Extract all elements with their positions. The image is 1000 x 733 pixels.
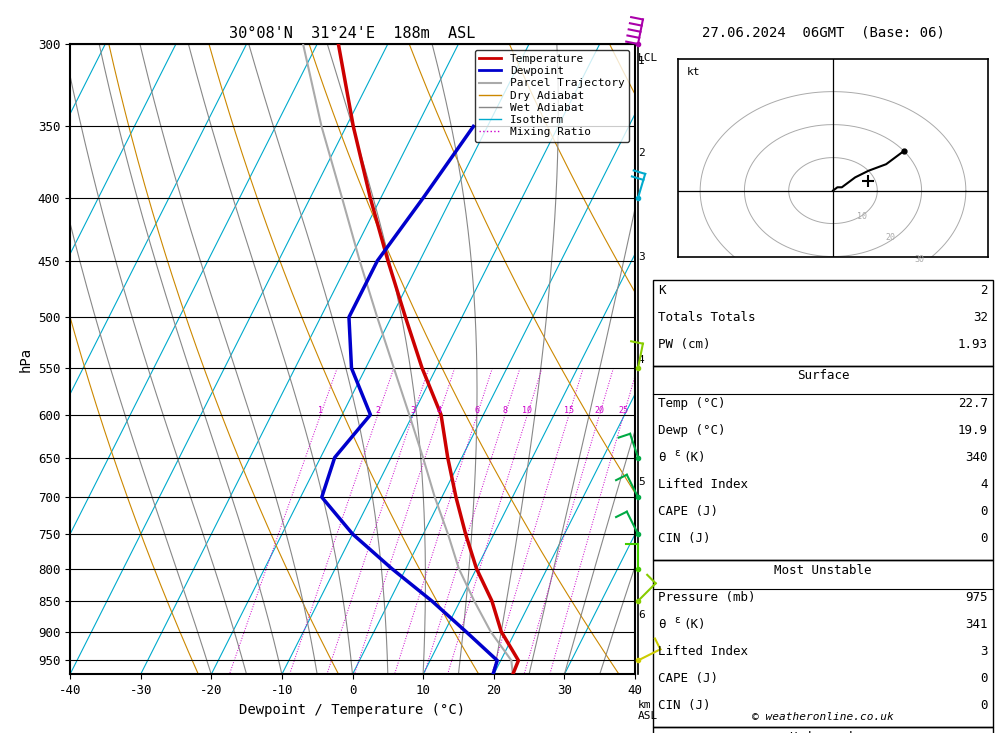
Text: CIN (J): CIN (J) <box>658 532 710 545</box>
Text: 8: 8 <box>503 405 508 415</box>
Text: PW (cm): PW (cm) <box>658 338 710 351</box>
Text: K: K <box>658 284 666 297</box>
Text: 10: 10 <box>522 405 532 415</box>
Text: CAPE (J): CAPE (J) <box>658 672 718 685</box>
Text: 20: 20 <box>886 233 896 243</box>
Text: Most Unstable: Most Unstable <box>774 564 872 577</box>
Text: 1: 1 <box>638 56 645 66</box>
Text: 341: 341 <box>966 618 988 631</box>
Text: 10: 10 <box>857 212 867 221</box>
Text: Hodograph: Hodograph <box>789 731 857 733</box>
Text: Lifted Index: Lifted Index <box>658 478 748 491</box>
Text: 25: 25 <box>619 405 629 415</box>
Text: 30: 30 <box>914 255 924 264</box>
Text: 19.9: 19.9 <box>958 424 988 437</box>
Text: ε: ε <box>674 615 680 625</box>
Y-axis label: hPa: hPa <box>18 347 32 372</box>
Text: Lifted Index: Lifted Index <box>658 645 748 658</box>
Text: 27.06.2024  06GMT  (Base: 06): 27.06.2024 06GMT (Base: 06) <box>702 26 944 40</box>
Text: 0: 0 <box>980 532 988 545</box>
Text: CAPE (J): CAPE (J) <box>658 505 718 518</box>
X-axis label: Dewpoint / Temperature (°C): Dewpoint / Temperature (°C) <box>239 703 466 717</box>
Text: Pressure (mb): Pressure (mb) <box>658 591 756 604</box>
Text: 975: 975 <box>966 591 988 604</box>
Text: 0: 0 <box>980 699 988 712</box>
Text: 0: 0 <box>980 672 988 685</box>
Text: LCL: LCL <box>638 53 658 63</box>
Text: 3: 3 <box>980 645 988 658</box>
Text: 2: 2 <box>375 405 380 415</box>
Text: ε: ε <box>674 448 680 458</box>
Text: Surface: Surface <box>797 369 849 383</box>
Text: (K): (K) <box>683 451 706 464</box>
Text: 5: 5 <box>638 477 645 487</box>
Text: 4: 4 <box>980 478 988 491</box>
Text: © weatheronline.co.uk: © weatheronline.co.uk <box>752 712 894 722</box>
Title: 30°08'N  31°24'E  188m  ASL: 30°08'N 31°24'E 188m ASL <box>229 26 476 42</box>
Text: θ: θ <box>658 451 666 464</box>
Text: 32: 32 <box>973 311 988 324</box>
Text: 6: 6 <box>475 405 480 415</box>
Text: 1.93: 1.93 <box>958 338 988 351</box>
Text: 340: 340 <box>966 451 988 464</box>
Text: (K): (K) <box>683 618 706 631</box>
Legend: Temperature, Dewpoint, Parcel Trajectory, Dry Adiabat, Wet Adiabat, Isotherm, Mi: Temperature, Dewpoint, Parcel Trajectory… <box>475 50 629 141</box>
Text: 1: 1 <box>318 405 323 415</box>
Text: 4: 4 <box>437 405 442 415</box>
Text: CIN (J): CIN (J) <box>658 699 710 712</box>
Text: km
ASL: km ASL <box>638 699 658 721</box>
Text: 22.7: 22.7 <box>958 397 988 410</box>
Text: Temp (°C): Temp (°C) <box>658 397 726 410</box>
Text: 2: 2 <box>638 148 645 158</box>
Text: 20: 20 <box>595 405 605 415</box>
Text: 15: 15 <box>564 405 574 415</box>
Text: kt: kt <box>687 67 700 77</box>
Text: Dewp (°C): Dewp (°C) <box>658 424 726 437</box>
Text: 0: 0 <box>980 505 988 518</box>
Text: 3: 3 <box>638 251 645 262</box>
Text: Totals Totals: Totals Totals <box>658 311 756 324</box>
Text: θ: θ <box>658 618 666 631</box>
Text: 2: 2 <box>980 284 988 297</box>
Text: 4: 4 <box>638 355 645 365</box>
Text: 3: 3 <box>411 405 416 415</box>
Text: 6: 6 <box>638 611 645 620</box>
